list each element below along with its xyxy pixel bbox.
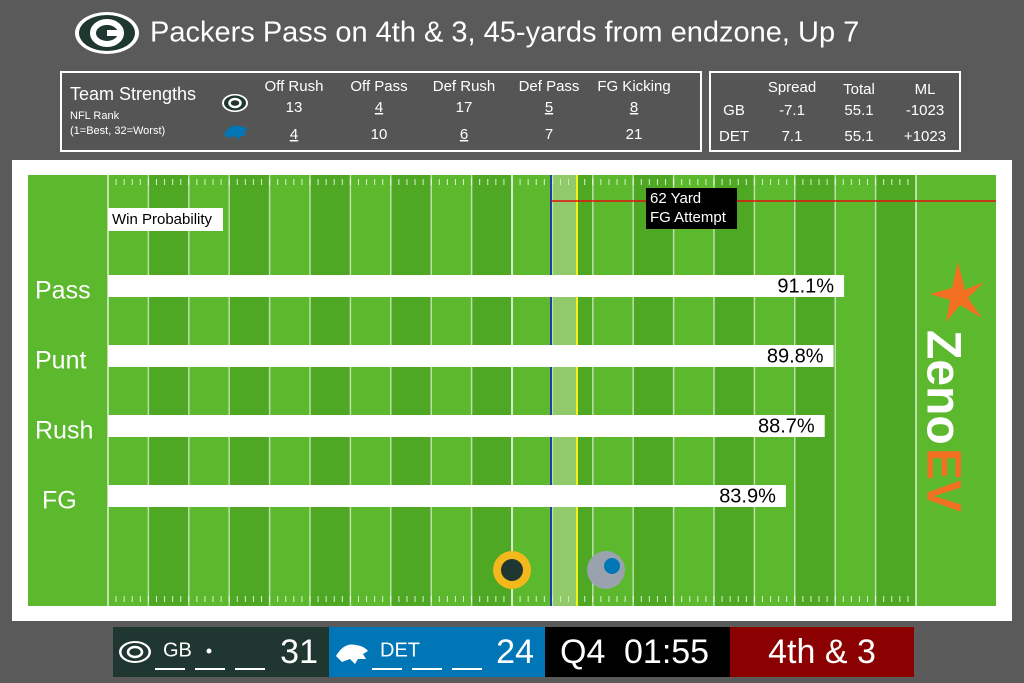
column-header: Def Pass [519, 78, 580, 95]
down: 4th & 3 [768, 633, 876, 671]
field-stripe [471, 175, 512, 606]
betting-cell: -7.1 [779, 102, 805, 119]
category-label: Pass [35, 277, 91, 305]
betting-team: DET [719, 128, 749, 145]
rank-cell: 10 [371, 126, 388, 143]
rank-cell: 8 [630, 99, 638, 116]
brand-zeno: Zeno [916, 330, 969, 445]
title: Packers Pass on 4th & 3, 45-yards from e… [150, 17, 859, 49]
away-team: DET [380, 639, 420, 661]
packers-logo-g-bar [107, 30, 123, 36]
bar [108, 275, 845, 297]
column-header: Off Rush [265, 78, 324, 95]
field-stripe [148, 175, 189, 606]
home-logo-g [126, 645, 144, 659]
quarter: Q4 [560, 633, 605, 671]
field-stripe [229, 175, 270, 606]
category-label: Punt [35, 347, 86, 375]
category-label: Rush [35, 417, 93, 445]
betting-cell: +1023 [904, 128, 946, 145]
category-label: FG [42, 487, 77, 515]
rank-cell: 5 [545, 99, 553, 116]
field-stripe [390, 175, 432, 606]
rank-cell: 17 [456, 99, 473, 116]
rank-cell: 4 [375, 99, 383, 116]
field-stripe [714, 175, 755, 606]
strengths-title: Team Strengths [70, 84, 196, 104]
annotation-box [646, 188, 737, 229]
chart-label: Win Probability [112, 211, 213, 228]
rank-cell: 6 [460, 126, 468, 143]
lions-logo-small [224, 125, 248, 140]
betting-cell: 7.1 [782, 128, 803, 145]
betting-team: GB [723, 102, 745, 119]
value-label: 89.8% [767, 345, 824, 367]
field-stripe [633, 175, 674, 606]
field-stripe [310, 175, 351, 606]
clock-panel [545, 627, 730, 677]
chart-label-box [108, 208, 223, 231]
bar [108, 415, 825, 437]
packers-logo-small-inner [224, 95, 246, 111]
betting-header: Total [843, 81, 875, 98]
field-stripe [875, 175, 916, 606]
column-header: Def Rush [433, 78, 496, 95]
packers-logo-small-g [228, 97, 242, 109]
away-logo [336, 644, 368, 664]
rank-cell: 21 [626, 126, 643, 143]
home-logo-inner [121, 643, 149, 661]
bar [108, 485, 786, 507]
home-score: 31 [280, 633, 318, 671]
value-label: 83.9% [719, 485, 776, 507]
clock: 01:55 [624, 633, 709, 671]
value-label: 88.7% [758, 415, 815, 437]
team-strengths-box [60, 71, 702, 152]
column-header: Off Pass [350, 78, 407, 95]
bar [108, 345, 834, 367]
rank-cell: 4 [290, 126, 298, 143]
betting-header: Spread [768, 79, 816, 96]
annotation: FG Attempt [650, 209, 727, 226]
strengths-note: (1=Best, 32=Worst) [70, 125, 165, 137]
betting-cell: 55.1 [844, 102, 873, 119]
lions-helmet-logo [604, 558, 620, 574]
rank-cell: 13 [286, 99, 303, 116]
away-score: 24 [496, 633, 534, 671]
possession-dot [206, 648, 212, 654]
annotation: 62 Yard [650, 190, 701, 207]
brand-star [930, 262, 984, 322]
column-header: FG Kicking [597, 78, 670, 95]
betting-box [709, 71, 961, 152]
first-down-zone [551, 175, 577, 606]
betting-cell: 55.1 [844, 128, 873, 145]
value-label: 91.1% [777, 275, 834, 297]
betting-cell: -1023 [906, 102, 944, 119]
field-stripe [794, 175, 836, 606]
betting-header: ML [915, 81, 936, 98]
brand-ev: EV [916, 448, 969, 512]
rank-cell: 7 [545, 126, 553, 143]
strengths-subtitle: NFL Rank [70, 110, 120, 122]
packers-helmet-stripe [501, 559, 523, 581]
down-panel [730, 627, 914, 677]
home-team: GB [163, 639, 192, 661]
